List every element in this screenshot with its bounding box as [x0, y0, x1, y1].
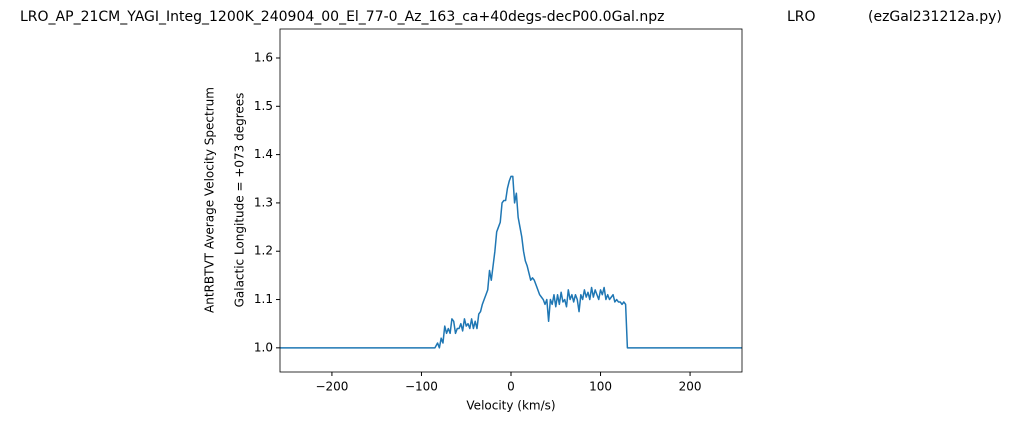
x-tick-label: 200 [679, 380, 702, 394]
x-tick-label: −100 [405, 380, 438, 394]
chart-title: LRO_AP_21CM_YAGI_Integ_1200K_240904_00_E… [20, 9, 664, 25]
annotation: LRO [787, 9, 816, 25]
annotation: (ezGal231212a.py) [868, 9, 1002, 25]
y-tick-label: 1.5 [254, 99, 273, 113]
y-axis-label: AntRBTVT Average Velocity Spectrum [203, 87, 217, 313]
y-tick-label: 1.3 [254, 195, 273, 209]
data-line [280, 175, 742, 349]
x-axis-label: Velocity (km/s) [466, 399, 555, 413]
x-tick-label: −200 [315, 380, 348, 394]
y-tick-label: 1.1 [254, 292, 273, 306]
plot-frame [279, 28, 743, 373]
y-axis-label: Galactic Longitude = +073 degrees [233, 93, 247, 308]
y-tick-label: 1.6 [254, 50, 273, 64]
x-tick-label: 100 [589, 380, 612, 394]
y-tick-label: 1.2 [254, 244, 273, 258]
y-tick-label: 1.4 [254, 147, 273, 161]
x-tick-label: 0 [507, 380, 515, 394]
y-tick-label: 1.0 [254, 340, 273, 354]
